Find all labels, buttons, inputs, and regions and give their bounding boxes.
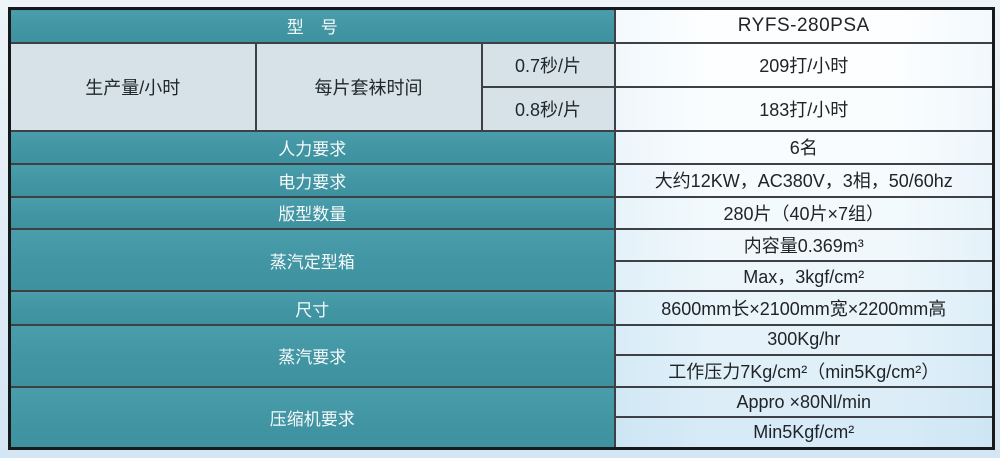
model-header-cell: 型 号 <box>8 7 616 44</box>
pattern-count-value-cell: 280片（40片×7组） <box>613 195 995 230</box>
steam-box-max-pressure-cell: Max，3kgf/cm² <box>613 260 995 293</box>
steam-box-label-cell: 蒸汽定型箱 <box>8 227 616 293</box>
row-model: 型 号 RYFS-280PSA <box>8 7 995 44</box>
compressor-label-cell: 压缩机要求 <box>8 386 616 450</box>
row-production-1: 生产量/小时 每片套袜时间 0.7秒/片 209打/小时 <box>8 41 995 133</box>
steam-box-capacity-cell: 内容量0.369m³ <box>613 227 995 263</box>
steam-req-label-cell: 蒸汽要求 <box>8 323 616 389</box>
manpower-value-cell: 6名 <box>613 130 995 165</box>
pattern-count-label-cell: 版型数量 <box>8 195 616 230</box>
output-variant-1-cell: 209打/小时 <box>613 41 995 89</box>
steam-req-pressure-cell: 工作压力7Kg/cm²（min5Kg/cm²） <box>613 353 995 389</box>
row-dimensions: 尺寸 8600mm长×2100mm宽×2200mm高 <box>8 290 995 326</box>
power-value-cell: 大约12KW，AC380V，3相，50/60hz <box>613 162 995 198</box>
time-variant-1-cell: 0.7秒/片 <box>480 41 616 89</box>
row-steam-req-2: 工作压力7Kg/cm²（min5Kg/cm²） <box>10 353 995 389</box>
dimensions-label-cell: 尺寸 <box>8 290 616 326</box>
machine-spec-table: 型 号 RYFS-280PSA 生产量/小时 每片套袜时间 0.7秒/片 209… <box>8 7 995 450</box>
row-steam-box-1: 蒸汽定型箱 内容量0.369m³ <box>8 227 995 293</box>
row-compressor-2: Min5Kgf/cm² <box>10 416 995 450</box>
time-variant-2-cell: 0.8秒/片 <box>480 86 616 133</box>
row-manpower: 人力要求 6名 <box>8 130 995 165</box>
production-label-cell: 生产量/小时 <box>8 41 257 133</box>
row-power: 电力要求 大约12KW，AC380V，3相，50/60hz <box>8 162 995 198</box>
compressor-pressure-cell: Min5Kgf/cm² <box>613 416 995 450</box>
row-production-2: 0.8秒/片 183打/小时 <box>10 86 995 133</box>
manpower-label-cell: 人力要求 <box>8 130 616 165</box>
output-variant-2-cell: 183打/小时 <box>613 86 995 133</box>
row-steam-req-1: 蒸汽要求 300Kg/hr <box>8 323 995 389</box>
time-per-sock-label-cell: 每片套袜时间 <box>254 41 483 133</box>
row-pattern-count: 版型数量 280片（40片×7组） <box>8 195 995 230</box>
steam-req-flow-cell: 300Kg/hr <box>613 323 995 356</box>
dimensions-value-cell: 8600mm长×2100mm宽×2200mm高 <box>613 290 995 326</box>
row-steam-box-2: Max，3kgf/cm² <box>10 260 995 293</box>
power-label-cell: 电力要求 <box>8 162 616 198</box>
compressor-flow-cell: Appro ×80Nl/min <box>613 386 995 419</box>
model-value-cell: RYFS-280PSA <box>613 7 995 44</box>
row-compressor-1: 压缩机要求 Appro ×80Nl/min <box>8 386 995 450</box>
